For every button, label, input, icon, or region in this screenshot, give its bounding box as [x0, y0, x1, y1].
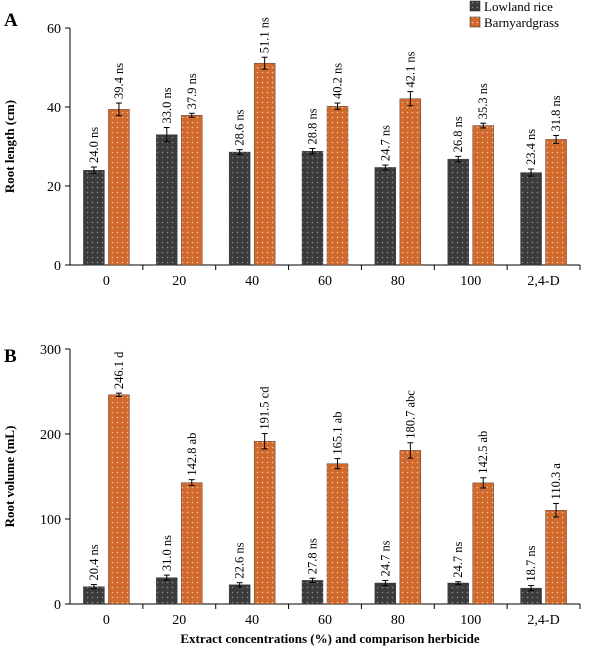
bar-lowland-rice	[374, 582, 397, 605]
bar-lowland-rice	[83, 169, 105, 266]
x-tick-label: 20	[172, 613, 186, 628]
y-tick-label: 40	[47, 101, 61, 116]
bar-lowland-rice	[374, 167, 397, 266]
data-label: 28.8 ns	[306, 108, 320, 144]
x-tick-label: 2,4-D	[527, 274, 559, 289]
bar-lowland-rice	[156, 134, 178, 266]
x-tick-label: 40	[245, 274, 259, 289]
data-label: 142.5 ab	[476, 431, 490, 474]
y-tick-label: 20	[47, 180, 61, 195]
y-axis-label: Root volume (mL)	[2, 426, 17, 528]
data-label: 24.0 ns	[87, 127, 101, 163]
x-tick-label: 0	[103, 274, 110, 289]
data-label: 40.2 ns	[331, 63, 345, 99]
bar-barnyardgrass	[545, 510, 567, 605]
data-label: 28.6 ns	[233, 109, 247, 145]
panel-b-root-volume-chart: B Root volume (mL) 0 100 200 300 0 20.4 ns 246.1…	[2, 343, 581, 628]
legend-label-barnyardgrass: Barnyardgrass	[484, 15, 559, 30]
data-label: 22.6 ns	[233, 542, 247, 578]
bar-lowland-rice	[447, 582, 469, 605]
bar-barnyardgrass	[545, 139, 567, 266]
legend-label-lowland-rice: Lowland rice	[484, 0, 553, 14]
x-tick-label: 80	[391, 613, 405, 628]
data-label: 39.4 ns	[112, 63, 126, 99]
bar-barnyardgrass	[326, 463, 349, 605]
data-label: 31.8 ns	[549, 95, 563, 131]
x-tick-label: 0	[103, 613, 110, 628]
x-tick-label: 20	[172, 274, 186, 289]
legend-swatch-barnyardgrass	[469, 16, 481, 28]
data-label: 20.4 ns	[87, 544, 101, 580]
y-tick-label: 0	[54, 259, 61, 274]
y-axis-label: Root length (cm)	[2, 100, 17, 193]
bar-barnyardgrass	[181, 482, 203, 605]
bar-lowland-rice	[520, 172, 542, 266]
bar-barnyardgrass	[399, 98, 422, 266]
data-label: 42.1 ns	[403, 51, 417, 87]
bar-barnyardgrass	[108, 109, 130, 266]
data-label: 191.5 cd	[258, 386, 272, 430]
x-tick-label: 60	[318, 613, 332, 628]
panel-letter: A	[4, 10, 18, 31]
y-tick-label: 0	[54, 598, 61, 613]
legend-swatch-lowland-rice	[469, 0, 481, 12]
data-label: 24.7 ns	[451, 541, 465, 577]
bar-barnyardgrass	[253, 62, 276, 266]
data-label: 23.4 ns	[524, 129, 538, 165]
x-tick-label: 60	[318, 274, 332, 289]
bar-lowland-rice	[301, 580, 324, 605]
data-label: 165.1 ab	[331, 412, 345, 455]
y-tick-label: 60	[47, 22, 61, 37]
bar-barnyardgrass	[399, 450, 422, 605]
data-label: 37.9 ns	[185, 73, 199, 109]
bar-barnyardgrass	[181, 115, 203, 266]
data-label: 246.1 d	[112, 351, 126, 389]
data-label: 35.3 ns	[476, 83, 490, 119]
x-tick-label: 40	[245, 613, 259, 628]
y-tick-label: 300	[40, 343, 61, 358]
bar-barnyardgrass	[253, 441, 276, 605]
panel-letter: B	[4, 346, 17, 367]
bar-barnyardgrass	[472, 125, 494, 266]
bar-lowland-rice	[301, 151, 324, 266]
bar-lowland-rice	[156, 577, 178, 605]
bar-lowland-rice	[447, 158, 469, 266]
y-tick-label: 200	[40, 428, 61, 443]
data-label: 27.8 ns	[306, 538, 320, 574]
x-tick-label: 100	[460, 274, 481, 289]
data-label: 180.7 abc	[403, 390, 417, 439]
x-tick-label: 80	[391, 274, 405, 289]
data-label: 26.8 ns	[451, 116, 465, 152]
x-tick-label: 100	[460, 613, 481, 628]
x-tick-label: 2,4-D	[527, 613, 559, 628]
panel-a-root-length-chart: A Root length (cm) 0 20 40 60 0 24.0 ns 39.4 ns 2…	[2, 10, 581, 289]
data-label: 110.3 a	[549, 463, 563, 500]
y-tick-label: 100	[40, 513, 61, 528]
data-label: 18.7 ns	[524, 545, 538, 581]
legend: Lowland rice Barnyardgrass	[469, 0, 559, 30]
x-axis-label: Extract concentrations (%) and compariso…	[180, 631, 480, 646]
bar-barnyardgrass	[108, 394, 130, 605]
data-label: 31.0 ns	[160, 535, 174, 571]
data-label: 24.7 ns	[378, 540, 392, 576]
data-label: 51.1 ns	[258, 17, 272, 53]
data-label: 142.8 ab	[185, 433, 199, 476]
data-label: 33.0 ns	[160, 87, 174, 123]
bar-barnyardgrass	[472, 482, 494, 605]
bar-barnyardgrass	[326, 106, 349, 266]
data-label: 24.7 ns	[378, 125, 392, 161]
bar-lowland-rice	[228, 584, 251, 605]
bar-lowland-rice	[228, 151, 251, 266]
